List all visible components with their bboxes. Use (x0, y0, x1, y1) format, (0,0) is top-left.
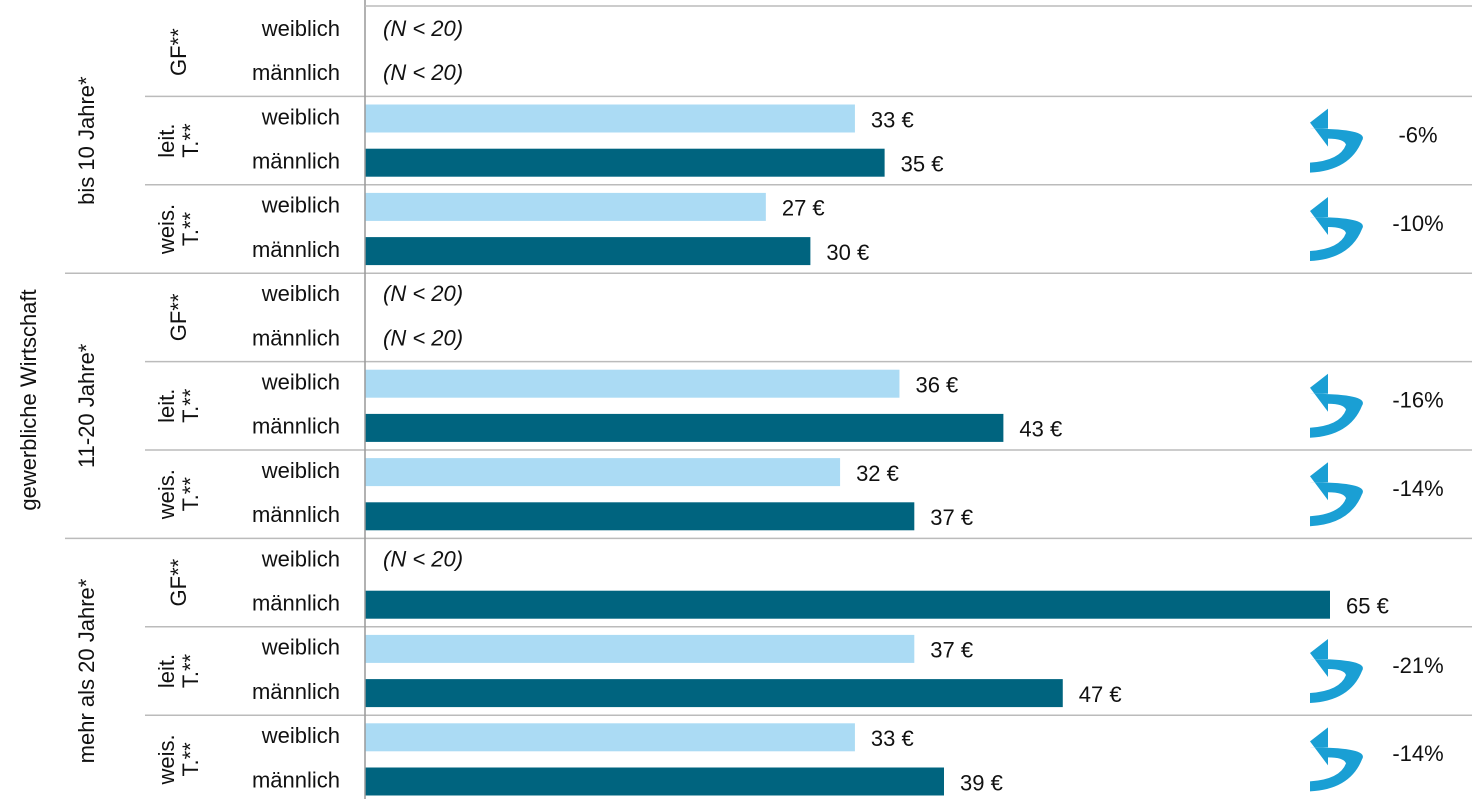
subgroup-label: T.** (178, 742, 203, 777)
bar (365, 458, 841, 487)
bar (365, 192, 766, 221)
gap-label: -21% (1392, 653, 1443, 678)
category-label: weiblich (261, 546, 340, 571)
subgroup-label: T.** (178, 211, 203, 246)
subgroup-label: T.** (178, 653, 203, 688)
category-label: weiblich (261, 281, 340, 306)
subgroup-label: GF** (166, 558, 191, 606)
value-label: (N < 20) (383, 546, 463, 571)
bar (365, 502, 915, 531)
value-label: 30 € (826, 240, 869, 265)
gap-label: -14% (1392, 476, 1443, 501)
bar (365, 590, 1330, 619)
value-label: 39 € (960, 770, 1003, 795)
group-label: mehr als 20 Jahre* (74, 578, 99, 763)
category-label: männlich (252, 60, 340, 85)
group-label: bis 10 Jahre* (74, 76, 99, 205)
category-label: männlich (252, 591, 340, 616)
gap-arrow (1310, 108, 1363, 173)
value-label: 33 € (871, 726, 914, 751)
gap-label: -14% (1392, 741, 1443, 766)
subgroup-label: T.** (178, 388, 203, 423)
gap-label: -10% (1392, 211, 1443, 236)
bar (365, 413, 1004, 442)
gap-label: -16% (1392, 388, 1443, 413)
value-label: (N < 20) (383, 325, 463, 350)
subgroup-label: GF** (166, 293, 191, 341)
subgroup-label: weis. (154, 204, 179, 255)
gap-arrow (1310, 462, 1363, 527)
value-label: 32 € (856, 461, 899, 486)
subgroup-label: weis. (154, 469, 179, 520)
subgroup-label: leit. (154, 654, 179, 688)
category-label: männlich (252, 679, 340, 704)
gap-arrow (1310, 197, 1363, 261)
subgroup-label: T.** (178, 123, 203, 158)
category-label: weiblich (261, 193, 340, 218)
value-label: (N < 20) (383, 60, 463, 85)
subgroup-label: leit. (154, 389, 179, 423)
bar (365, 104, 855, 133)
value-label: 37 € (930, 638, 973, 663)
bar (365, 148, 885, 177)
category-label: männlich (252, 414, 340, 439)
axis-label: gewerbliche Wirtschaft (16, 289, 41, 510)
value-label: 36 € (915, 373, 958, 398)
category-label: männlich (252, 502, 340, 527)
category-label: weiblich (261, 723, 340, 748)
subgroup-label: GF** (166, 28, 191, 76)
category-label: weiblich (261, 458, 340, 483)
bar (365, 679, 1063, 708)
subgroup-label: weis. (154, 734, 179, 785)
category-label: weiblich (261, 16, 340, 41)
gap-arrow (1310, 373, 1363, 438)
value-label: 33 € (871, 107, 914, 132)
category-label: weiblich (261, 370, 340, 395)
category-label: männlich (252, 149, 340, 174)
subgroup-label: leit. (154, 123, 179, 157)
value-label: 65 € (1346, 594, 1389, 619)
category-label: männlich (252, 767, 340, 792)
gap-label: -6% (1398, 122, 1437, 147)
bar (365, 237, 811, 266)
category-label: weiblich (261, 635, 340, 660)
subgroup-label: T.** (178, 477, 203, 512)
value-label: 47 € (1079, 682, 1122, 707)
value-label: 43 € (1019, 417, 1062, 442)
category-label: männlich (252, 237, 340, 262)
value-label: (N < 20) (383, 16, 463, 41)
group-label: 11-20 Jahre* (74, 343, 99, 468)
value-label: 35 € (901, 152, 944, 177)
value-label: 27 € (782, 196, 825, 221)
bar (365, 723, 855, 752)
bar (365, 369, 900, 398)
value-label: 37 € (930, 505, 973, 530)
category-label: männlich (252, 325, 340, 350)
value-label: (N < 20) (383, 281, 463, 306)
bar (365, 767, 944, 796)
gap-arrow (1310, 727, 1363, 792)
gap-arrow (1310, 639, 1363, 703)
category-label: weiblich (261, 104, 340, 129)
bar (365, 634, 915, 663)
